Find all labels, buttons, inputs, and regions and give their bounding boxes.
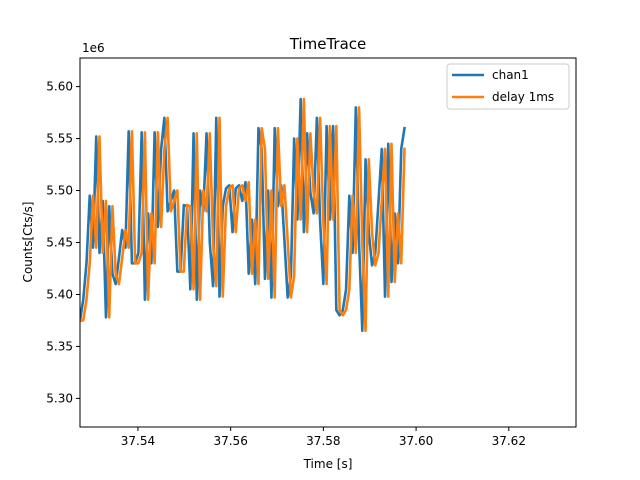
series-line-delay (80, 97, 406, 333)
legend-label-delay: delay 1ms (492, 90, 554, 104)
y-axis-ticks: 5.30 5.35 5.40 5.45 5.50 5.55 5.60 (46, 80, 80, 405)
x-axis-label: Time [s] (303, 457, 353, 471)
y-tick-label: 5.60 (46, 80, 73, 94)
y-tick-label: 5.40 (46, 287, 73, 301)
y-tick-label: 5.30 (46, 391, 73, 405)
legend: chan1 delay 1ms (446, 63, 570, 110)
y-tick-label: 5.45 (46, 236, 73, 250)
y-axis-label: Counts[Cts/s] (21, 202, 35, 283)
x-tick-label: 37.56 (213, 434, 247, 448)
x-axis-ticks: 37.54 37.56 37.58 37.60 37.62 (121, 427, 526, 448)
series-layer (80, 97, 406, 333)
x-tick-label: 37.62 (492, 434, 526, 448)
y-tick-label: 5.55 (46, 132, 73, 146)
y-scale-label: 1e6 (82, 41, 105, 55)
legend-label-chan1: chan1 (492, 68, 529, 82)
chart-title: TimeTrace (289, 35, 367, 53)
y-tick-label: 5.35 (46, 339, 73, 353)
x-tick-label: 37.54 (121, 434, 155, 448)
y-tick-label: 5.50 (46, 184, 73, 198)
plot-frame (79, 57, 577, 428)
x-tick-label: 37.58 (306, 434, 340, 448)
x-tick-label: 37.60 (399, 434, 433, 448)
